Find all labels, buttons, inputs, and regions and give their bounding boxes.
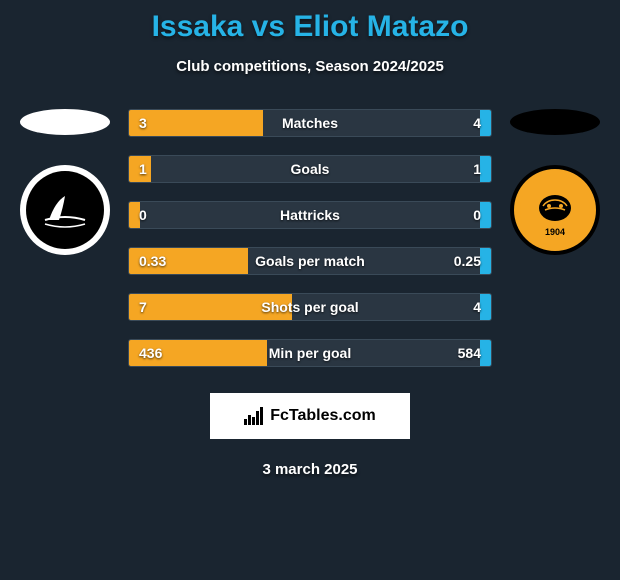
stat-bar-right xyxy=(480,340,491,366)
stat-label: Min per goal xyxy=(269,345,351,361)
fctables-logo-icon xyxy=(244,407,264,425)
comparison-subtitle: Club competitions, Season 2024/2025 xyxy=(0,58,620,75)
attribution-badge: FcTables.com xyxy=(210,393,410,439)
stat-bar-left xyxy=(129,110,263,136)
stat-value-right: 1 xyxy=(473,161,481,177)
stat-row: 436 584 Min per goal xyxy=(128,339,492,367)
stat-bar-right xyxy=(480,202,491,228)
comparison-content: 3 4 Matches 1 1 Goals 0 0 Hattricks 0.33 0.25 Goals… xyxy=(0,109,620,385)
stat-row: 3 4 Matches xyxy=(128,109,492,137)
stat-value-right: 0 xyxy=(473,207,481,223)
stat-label: Shots per goal xyxy=(261,299,358,315)
stat-label: Hattricks xyxy=(280,207,340,223)
stat-value-right: 4 xyxy=(473,299,481,315)
stat-bar-right xyxy=(480,294,491,320)
stat-label: Goals per match xyxy=(255,253,365,269)
stat-value-left: 0 xyxy=(139,207,147,223)
stat-value-right: 4 xyxy=(473,115,481,131)
comparison-date: 3 march 2025 xyxy=(0,461,620,478)
attribution-text: FcTables.com xyxy=(270,407,376,425)
player-right-name-ellipse xyxy=(510,109,600,135)
stat-value-left: 3 xyxy=(139,115,147,131)
stat-row: 0.33 0.25 Goals per match xyxy=(128,247,492,275)
stat-value-left: 436 xyxy=(139,345,162,361)
stat-row: 0 0 Hattricks xyxy=(128,201,492,229)
club-badge-plymouth xyxy=(20,165,110,255)
stat-bar-right xyxy=(480,110,491,136)
stat-bar-right xyxy=(480,248,491,274)
hull-year: 1904 xyxy=(545,227,565,237)
player-left-name-ellipse xyxy=(20,109,110,135)
stat-value-right: 0.25 xyxy=(454,253,481,269)
stat-row: 7 4 Shots per goal xyxy=(128,293,492,321)
stats-container: 3 4 Matches 1 1 Goals 0 0 Hattricks 0.33 0.25 Goals… xyxy=(120,109,500,385)
plymouth-logo-icon xyxy=(26,171,104,249)
stat-value-left: 1 xyxy=(139,161,147,177)
stat-value-left: 0.33 xyxy=(139,253,166,269)
club-badge-hull: 1904 xyxy=(510,165,600,255)
hull-logo-icon: 1904 xyxy=(520,175,590,245)
comparison-title: Issaka vs Eliot Matazo xyxy=(0,0,620,44)
player-left-column xyxy=(10,109,120,255)
stat-value-left: 7 xyxy=(139,299,147,315)
stat-label: Matches xyxy=(282,115,338,131)
stat-value-right: 584 xyxy=(458,345,481,361)
stat-row: 1 1 Goals xyxy=(128,155,492,183)
stat-bar-right xyxy=(480,156,491,182)
player-right-column: 1904 xyxy=(500,109,610,255)
stat-label: Goals xyxy=(291,161,330,177)
